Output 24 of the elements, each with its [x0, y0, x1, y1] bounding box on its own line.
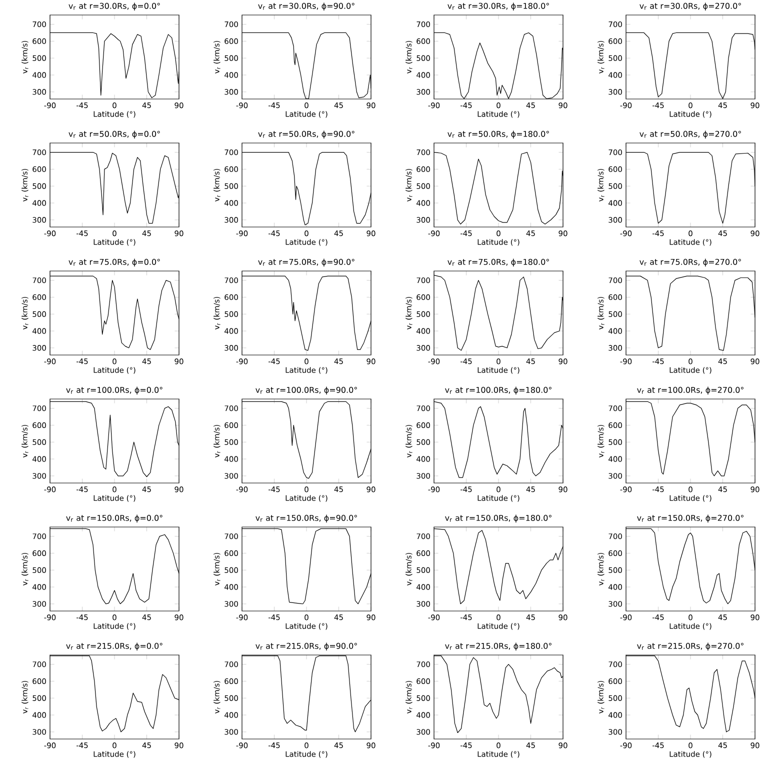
chart-title: v$_{r}$ at r=30.0Rs, ϕ=270.0°	[640, 2, 741, 10]
chart-title: v$_{r}$ at r=150.0Rs, ϕ=90.0°	[256, 514, 357, 522]
chart-title: v$_{r}$ at r=215.0Rs, ϕ=0.0°	[66, 642, 162, 650]
chart-title: v$_{r}$ at r=30.0Rs, ϕ=0.0°	[68, 2, 160, 10]
chart-title: v$_{r}$ at r=30.0Rs, ϕ=90.0°	[258, 2, 354, 10]
chart-title: v$_{r}$ at r=50.0Rs, ϕ=180.0°	[448, 130, 549, 138]
chart-title: v$_{r}$ at r=100.0Rs, ϕ=90.0°	[256, 386, 357, 394]
chart-title: v$_{r}$ at r=150.0Rs, ϕ=270.0°	[637, 514, 744, 522]
chart-title: v$_{r}$ at r=215.0Rs, ϕ=270.0°	[637, 642, 744, 650]
chart-title: v$_{r}$ at r=100.0Rs, ϕ=270.0°	[637, 386, 744, 394]
chart-title: v$_{r}$ at r=215.0Rs, ϕ=90.0°	[256, 642, 357, 650]
chart-title: v$_{r}$ at r=75.0Rs, ϕ=90.0°	[258, 258, 354, 266]
chart-title: v$_{r}$ at r=100.0Rs, ϕ=180.0°	[445, 386, 552, 394]
chart-title: v$_{r}$ at r=50.0Rs, ϕ=270.0°	[640, 130, 741, 138]
chart-title: v$_{r}$ at r=30.0Rs, ϕ=180.0°	[448, 2, 549, 10]
chart-title: v$_{r}$ at r=75.0Rs, ϕ=180.0°	[448, 258, 549, 266]
chart-title: v$_{r}$ at r=75.0Rs, ϕ=0.0°	[68, 258, 160, 266]
chart-title: v$_{r}$ at r=50.0Rs, ϕ=0.0°	[68, 130, 160, 138]
chart-title: v$_{r}$ at r=100.0Rs, ϕ=0.0°	[66, 386, 162, 394]
chart-title: v$_{r}$ at r=150.0Rs, ϕ=0.0°	[66, 514, 162, 522]
chart-title: v$_{r}$ at r=215.0Rs, ϕ=180.0°	[445, 642, 552, 650]
chart-title: v$_{r}$ at r=50.0Rs, ϕ=90.0°	[258, 130, 354, 138]
chart-title: v$_{r}$ at r=75.0Rs, ϕ=270.0°	[640, 258, 741, 266]
chart-title: v$_{r}$ at r=150.0Rs, ϕ=180.0°	[445, 514, 552, 522]
